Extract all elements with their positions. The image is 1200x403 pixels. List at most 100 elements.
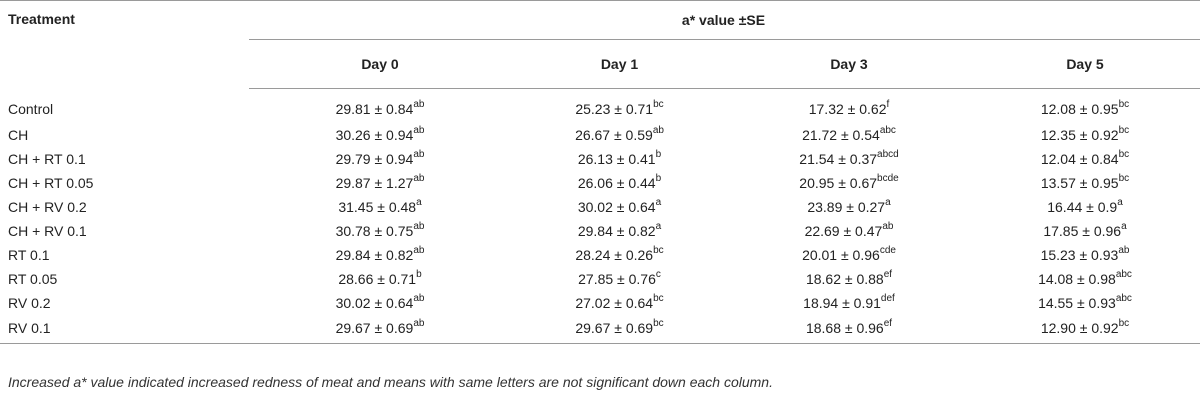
significance-letters: a [1121,221,1127,233]
mean-se-value: 30.02 ± 0.64 [335,295,414,311]
value-cell: 16.44 ± 0.9a [970,195,1200,219]
significance-letters: ab [882,221,894,233]
mean-se-value: 29.84 ± 0.82 [335,247,414,263]
day-1-header: Day 1 [511,39,728,89]
value-cell: 25.23 ± 0.71bc [511,89,728,124]
value-cell: 27.02 ± 0.64bc [511,291,728,315]
treatment-name-cell: CH + RV 0.1 [8,223,87,239]
mean-se-value: 14.08 ± 0.98 [1038,271,1116,287]
treatment-column-header: Treatment [0,0,249,89]
value-cell: 12.04 ± 0.84bc [970,147,1200,171]
value-cell: 29.79 ± 0.94ab [249,147,511,171]
mean-se-value: 31.45 ± 0.48 [338,199,417,215]
value-cell: 27.85 ± 0.76c [511,267,728,291]
mean-se-value: 21.72 ± 0.54 [802,127,880,143]
significance-letters: bc [653,245,664,257]
value-cell: 12.08 ± 0.95bc [970,89,1200,124]
table-row: RV 0.2 30.02 ± 0.64ab 27.02 ± 0.64bc 18.94 … [0,291,1200,315]
mean-se-value: 15.23 ± 0.93 [1040,247,1119,263]
treatment-name-cell: CH + RV 0.2 [8,199,87,215]
value-cell: 29.67 ± 0.69ab [249,315,511,344]
value-cell: 17.32 ± 0.62f [728,89,970,124]
value-cell: 29.81 ± 0.84ab [249,89,511,124]
significance-letters: ab [413,318,425,330]
mean-se-value: 18.62 ± 0.88 [805,271,884,287]
mean-se-value: 14.55 ± 0.93 [1038,295,1116,311]
value-cell: 18.94 ± 0.91def [728,291,970,315]
significance-letters: c [655,269,661,281]
table-row: RT 0.05 28.66 ± 0.71b 27.85 ± 0.76c 18.62 ±… [0,267,1200,291]
significance-letters: ab [413,173,425,185]
mean-se-value: 28.66 ± 0.71 [338,271,417,287]
value-cell: 20.95 ± 0.67bcde [728,171,970,195]
significance-letters: bcde [877,173,899,185]
significance-letters: ab [652,125,664,137]
value-cell: 20.01 ± 0.96cde [728,243,970,267]
significance-letters: ab [1118,245,1130,257]
value-cell: 12.90 ± 0.92bc [970,315,1200,344]
significance-letters: ab [413,245,425,257]
mean-se-value: 21.54 ± 0.37 [799,151,878,167]
significance-letters: def [880,293,895,305]
treatment-name-cell: RT 0.1 [8,247,50,263]
day-5-header: Day 5 [970,39,1200,89]
significance-letters: bc [1118,125,1130,137]
value-cell: 14.55 ± 0.93abc [970,291,1200,315]
significance-letters: ef [883,318,893,330]
significance-letters: b [655,149,662,161]
treatment-name-cell: CH [8,127,29,143]
a-value-group-header: a* value ±SE [249,0,1200,40]
mean-se-value: 28.24 ± 0.26 [575,247,654,263]
treatment-name-cell: CH + RT 0.05 [8,175,94,191]
significance-letters: bc [653,318,664,330]
table-row: CH + RT 0.05 29.87 ± 1.27ab 26.06 ± 0.44b 2… [0,171,1200,195]
significance-letters: b [416,269,422,281]
value-cell: 30.02 ± 0.64a [511,195,728,219]
value-cell: 28.24 ± 0.26bc [511,243,728,267]
value-cell: 28.66 ± 0.71b [249,267,511,291]
value-cell: 29.67 ± 0.69bc [511,315,728,344]
significance-letters: a [416,197,422,209]
value-cell: 30.26 ± 0.94ab [249,123,511,147]
mean-se-value: 27.85 ± 0.76 [578,271,656,287]
table-body: Control 29.81 ± 0.84ab 25.23 ± 0.71bc 17.32… [0,89,1200,344]
significance-letters: abcd [877,149,899,161]
significance-letters: bc [1118,99,1130,111]
value-cell: 26.13 ± 0.41b [511,147,728,171]
value-cell: 13.57 ± 0.95bc [970,171,1200,195]
treatment-name-cell: CH + RT 0.1 [8,151,86,167]
table-row: RV 0.1 29.67 ± 0.69ab 29.67 ± 0.69bc 18.68 … [0,315,1200,344]
significance-letters: f [886,99,890,111]
significance-letters: b [655,173,662,185]
value-cell: 18.68 ± 0.96ef [728,315,970,344]
value-cell: 18.62 ± 0.88ef [728,267,970,291]
a-value-table: Treatment a* value ±SE Day 0 Day 1 Day 3… [0,0,1200,344]
treatment-name-cell: RV 0.2 [8,295,51,311]
value-cell: 23.89 ± 0.27a [728,195,970,219]
value-cell: 26.67 ± 0.59ab [511,123,728,147]
significance-letters: ef [883,269,893,281]
significance-letters: bc [1118,149,1130,161]
mean-se-value: 29.84 ± 0.82 [577,223,656,239]
value-cell: 29.84 ± 0.82ab [249,243,511,267]
mean-se-value: 30.26 ± 0.94 [335,127,414,143]
significance-letters: a [885,197,891,209]
treatment-name-cell: Control [8,100,54,117]
value-cell: 30.78 ± 0.75ab [249,219,511,243]
mean-se-value: 26.13 ± 0.41 [577,151,656,167]
value-cell: 17.85 ± 0.96a [970,219,1200,243]
mean-se-value: 25.23 ± 0.71 [575,101,654,117]
mean-se-value: 29.67 ± 0.69 [335,320,414,336]
mean-se-value: 18.94 ± 0.91 [803,295,881,311]
value-cell: 26.06 ± 0.44b [511,171,728,195]
significance-letters: abc [1115,293,1132,305]
table-row: CH + RV 0.2 31.45 ± 0.48a 30.02 ± 0.64a 23.… [0,195,1200,219]
significance-letters: bc [1118,173,1130,185]
mean-se-value: 27.02 ± 0.64 [575,295,654,311]
day-3-header: Day 3 [728,39,970,89]
significance-letters: abc [879,125,896,137]
table-row: CH + RV 0.1 30.78 ± 0.75ab 29.84 ± 0.82a 22… [0,219,1200,243]
table-row: CH + RT 0.1 29.79 ± 0.94ab 26.13 ± 0.41b 21… [0,147,1200,171]
table-row: Control 29.81 ± 0.84ab 25.23 ± 0.71bc 17.32… [0,89,1200,124]
mean-se-value: 18.68 ± 0.96 [805,320,884,336]
